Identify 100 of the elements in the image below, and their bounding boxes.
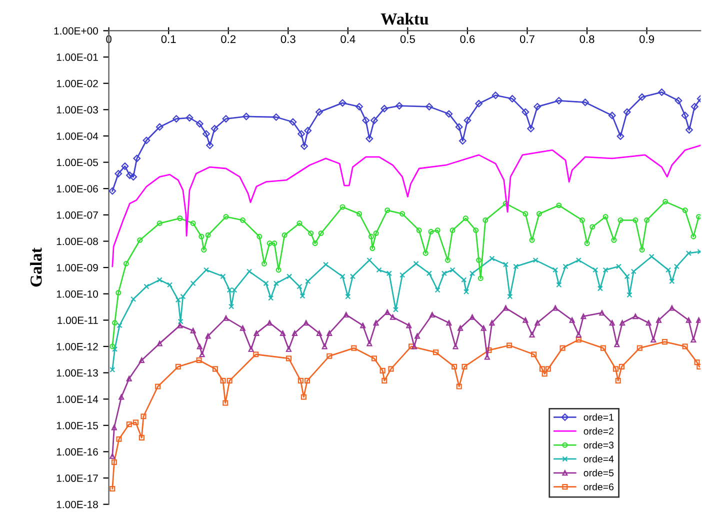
point	[316, 330, 322, 336]
point	[636, 345, 642, 351]
point	[196, 344, 202, 350]
point	[322, 344, 328, 350]
point	[373, 320, 379, 326]
point	[300, 142, 308, 150]
point	[650, 336, 656, 343]
line-series	[110, 198, 701, 350]
x-tick-label: 0.4	[340, 35, 356, 44]
y-tick-label: 1.00E-04	[56, 132, 98, 140]
point	[696, 364, 701, 370]
point	[242, 112, 250, 120]
x-tick-label: 0.9	[640, 35, 654, 44]
point	[123, 260, 129, 266]
point	[422, 250, 428, 256]
point	[428, 228, 434, 234]
point	[434, 228, 440, 234]
y-tick-label: 1.00E-18	[56, 500, 98, 508]
point	[416, 228, 422, 234]
legend-label: orde=4	[584, 455, 614, 462]
point	[308, 230, 314, 236]
point	[623, 108, 631, 116]
point	[138, 357, 144, 363]
point	[536, 211, 542, 217]
y-tick-label: 1.00E-13	[56, 369, 98, 377]
point	[121, 162, 129, 170]
point	[366, 134, 374, 142]
point	[476, 257, 482, 263]
point	[298, 378, 304, 384]
point	[400, 211, 406, 217]
point	[576, 336, 582, 343]
point	[475, 100, 483, 108]
point	[116, 436, 122, 442]
point	[338, 99, 346, 107]
point	[326, 353, 332, 359]
point	[326, 330, 332, 336]
x-tick-label: 0.1	[161, 35, 176, 44]
point	[202, 130, 210, 138]
legend-label: orde=3	[584, 441, 614, 449]
point	[584, 240, 590, 246]
legend-label: orde=6	[584, 483, 614, 490]
y-tick-label: 1.00E-02	[56, 80, 98, 88]
point	[205, 333, 211, 339]
point	[682, 344, 688, 350]
point	[210, 124, 218, 132]
point	[444, 257, 451, 263]
x-tick-label: 0.8	[580, 35, 594, 44]
point	[492, 92, 500, 100]
point	[662, 198, 668, 204]
point	[226, 378, 232, 384]
point	[286, 356, 292, 362]
point	[108, 187, 116, 195]
point	[286, 346, 292, 352]
point	[615, 378, 621, 384]
point	[223, 315, 229, 321]
point	[373, 230, 379, 236]
point	[130, 173, 138, 181]
point	[590, 224, 596, 230]
point	[473, 228, 479, 234]
point	[608, 112, 616, 120]
point	[690, 102, 698, 110]
point	[478, 276, 484, 282]
point	[455, 123, 463, 131]
point	[406, 322, 412, 328]
point	[280, 330, 286, 336]
point	[312, 240, 318, 246]
point	[456, 384, 462, 390]
point	[582, 98, 589, 106]
point	[539, 366, 545, 372]
point	[371, 356, 377, 362]
point	[155, 384, 161, 390]
point	[458, 325, 464, 331]
point	[111, 459, 117, 465]
y-tick-label: 1.00E-16	[56, 448, 98, 456]
point	[529, 332, 535, 338]
point	[531, 352, 537, 358]
point	[201, 247, 207, 253]
point	[296, 220, 302, 226]
point	[304, 378, 310, 384]
point	[618, 217, 624, 223]
point	[110, 486, 116, 492]
point	[686, 317, 692, 323]
point	[116, 290, 122, 296]
point	[196, 120, 204, 128]
point	[658, 88, 666, 96]
point	[458, 137, 466, 145]
point	[380, 368, 386, 374]
point	[142, 136, 150, 144]
point	[396, 102, 404, 110]
y-axis-title: Galat	[30, 248, 42, 287]
x-tick-label: 0.7	[520, 35, 534, 44]
point	[223, 214, 229, 220]
x-axis-title: Waktu	[380, 12, 428, 25]
y-tick-label: 1.00E+00	[54, 27, 98, 35]
point	[690, 336, 696, 343]
point	[298, 130, 305, 138]
point	[480, 325, 486, 331]
point	[464, 116, 472, 124]
point	[656, 317, 662, 323]
y-tick-label: 1.00E-17	[56, 474, 98, 482]
